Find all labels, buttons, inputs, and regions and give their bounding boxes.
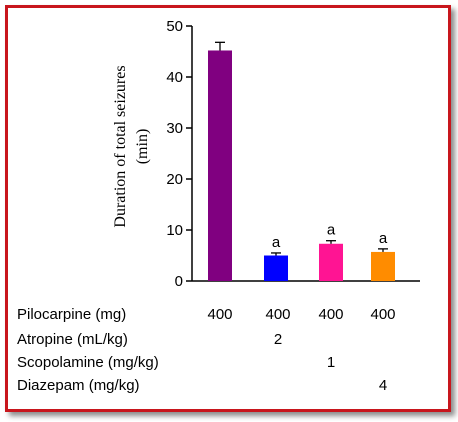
bar <box>319 243 343 281</box>
significance-label: a <box>379 230 388 247</box>
y-tick-label: 10 <box>166 222 183 239</box>
table-cell: 1 <box>326 354 336 371</box>
y-axis-label: Duration of total seizures <box>112 65 129 227</box>
y-axis-label-unit: (min) <box>134 129 151 165</box>
table-cell: 4 <box>378 377 388 394</box>
table-cell: 400 <box>370 306 396 323</box>
bar <box>208 50 232 282</box>
y-tick-label: 40 <box>166 69 183 86</box>
table-row-label: Pilocarpine (mg) <box>17 306 127 323</box>
table-cell: 400 <box>265 306 291 323</box>
y-tick-label: 50 <box>166 18 183 35</box>
chart-bars: aa a <box>208 41 395 282</box>
bar <box>371 251 395 281</box>
bar <box>264 255 288 281</box>
table-row-label: Diazepam (mg/kg) <box>17 377 140 394</box>
table-cell: 400 <box>207 306 233 323</box>
y-tick-label: 20 <box>166 171 183 188</box>
y-tick-label: 0 <box>175 273 183 290</box>
table-cell: 2 <box>273 331 283 348</box>
table-row-label: Scopolamine (mg/kg) <box>17 354 159 371</box>
significance-label: a <box>272 234 281 251</box>
table-cell: 400 <box>318 306 344 323</box>
significance-label: a <box>327 222 336 239</box>
table-row-label: Atropine (mL/kg) <box>17 331 128 348</box>
y-tick-label: 30 <box>166 120 183 137</box>
